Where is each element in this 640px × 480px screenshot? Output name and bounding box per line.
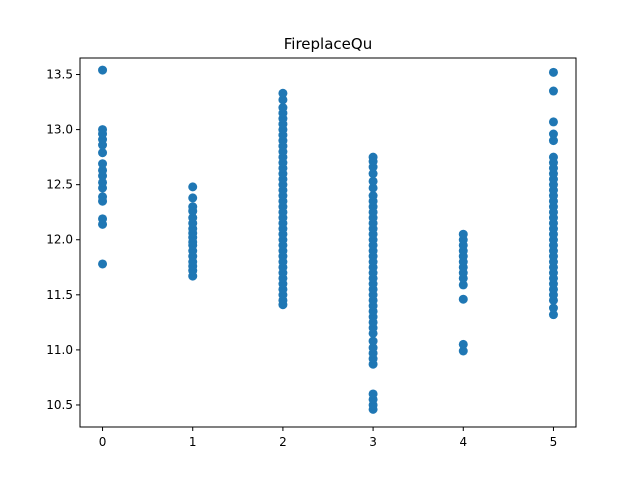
data-point (548, 129, 558, 139)
data-point (548, 136, 558, 146)
data-point (278, 95, 288, 105)
data-point (98, 125, 108, 135)
y-tick-label: 11.5 (46, 288, 73, 302)
data-point (368, 343, 378, 353)
data-point (188, 213, 198, 223)
x-tick-label: 0 (99, 435, 107, 449)
data-point (548, 303, 558, 313)
data-point (188, 202, 198, 212)
y-tick-label: 11.0 (46, 343, 73, 357)
x-tick-label: 1 (189, 435, 197, 449)
data-point (548, 117, 558, 127)
data-point (98, 192, 108, 202)
data-point (98, 159, 108, 169)
data-point (368, 183, 378, 193)
data-point (368, 191, 378, 201)
data-point (98, 259, 108, 269)
data-point (368, 336, 378, 346)
data-point (188, 182, 198, 192)
data-points (98, 65, 558, 414)
chart-title: FireplaceQu (284, 35, 372, 53)
data-point (458, 294, 468, 304)
y-tick-label: 10.5 (46, 398, 73, 412)
data-point (458, 339, 468, 349)
data-point (98, 148, 108, 158)
data-point (548, 67, 558, 77)
data-point (368, 389, 378, 399)
data-point (458, 346, 468, 356)
data-point (368, 152, 378, 162)
x-tick-label: 2 (279, 435, 287, 449)
data-point (98, 177, 108, 187)
plot-area-frame (79, 57, 577, 428)
y-tick-label: 12.0 (46, 233, 73, 247)
y-axis: 10.5 11.0 11.5 12.0 12.5 13.0 13.5 (46, 68, 80, 412)
data-point (548, 86, 558, 96)
x-tick-label: 5 (550, 435, 558, 449)
data-point (98, 65, 108, 75)
data-point (368, 169, 378, 179)
data-point (98, 165, 108, 175)
x-tick-label: 3 (369, 435, 377, 449)
data-point (278, 88, 288, 98)
y-tick-label: 12.5 (46, 178, 73, 192)
y-tick-label: 13.5 (46, 68, 73, 82)
data-point (98, 214, 108, 224)
data-point (548, 310, 558, 320)
data-point (458, 229, 468, 239)
data-point (278, 103, 288, 113)
x-tick-label: 4 (459, 435, 467, 449)
x-axis: 0 1 2 3 4 5 (99, 427, 558, 449)
y-tick-label: 13.0 (46, 123, 73, 137)
data-point (548, 152, 558, 162)
data-point (368, 176, 378, 186)
data-point (458, 280, 468, 290)
data-point (188, 193, 198, 203)
